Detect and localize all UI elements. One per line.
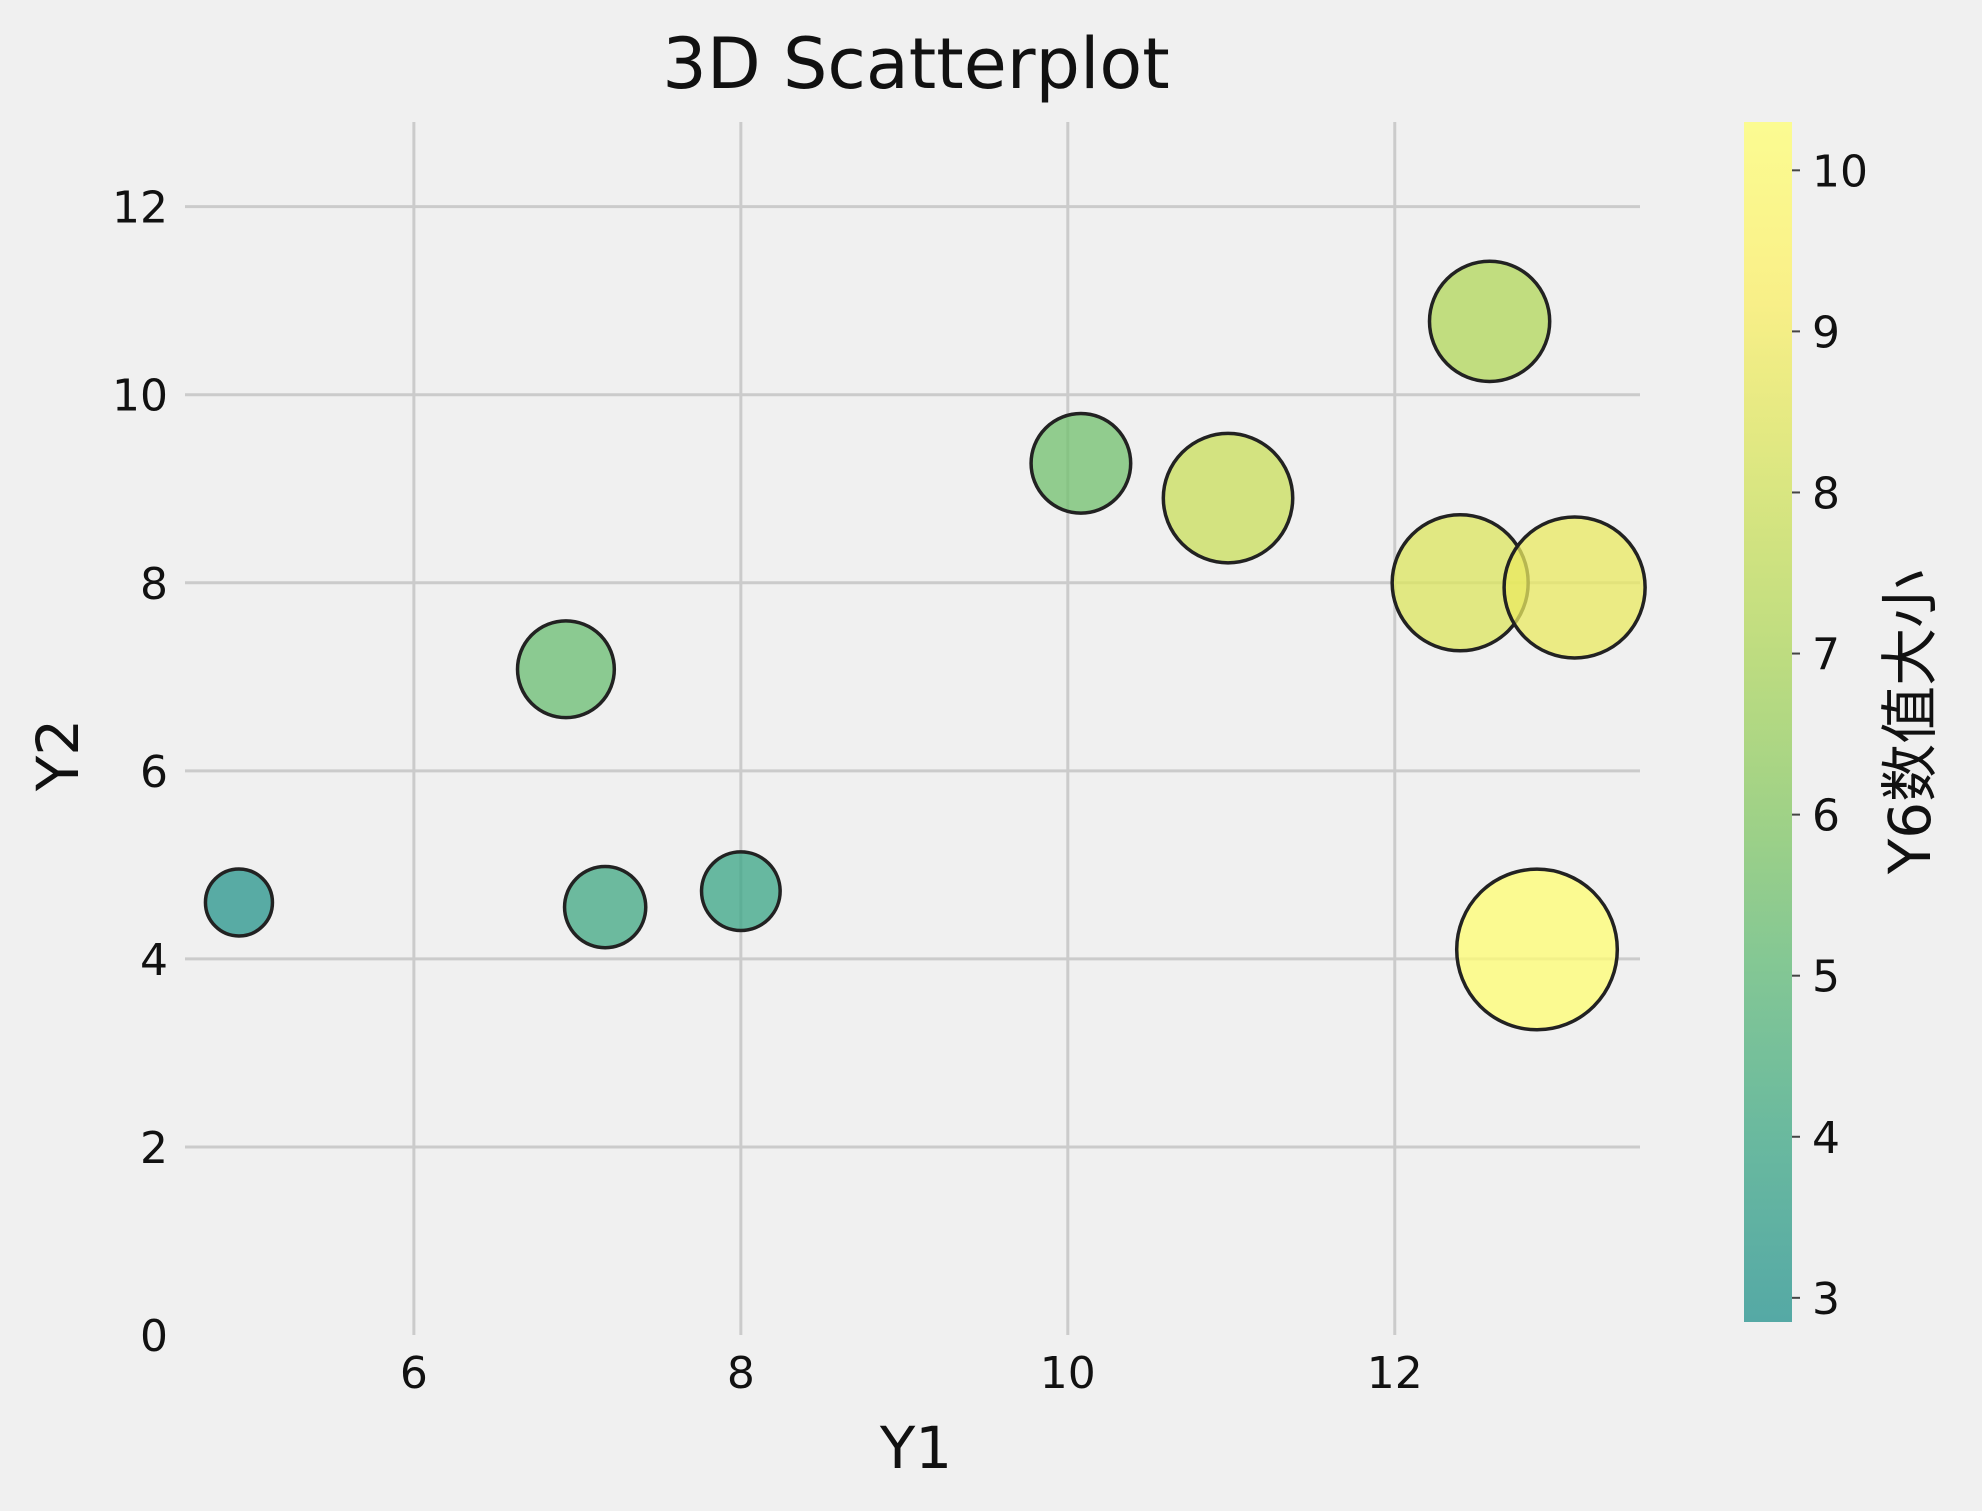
colorbar-tick-label: 5 <box>1812 952 1840 1003</box>
colorbar-tick-label: 6 <box>1812 791 1840 842</box>
x-axis-ticks: 6 8 10 12 <box>400 1348 1423 1399</box>
scatter-point-8 <box>1427 259 1552 384</box>
x-tick-label: 12 <box>1367 1348 1423 1399</box>
x-tick-label: 10 <box>1040 1348 1096 1399</box>
colorbar-tick-label: 7 <box>1812 630 1840 681</box>
y-tick-label: 4 <box>140 935 168 986</box>
y-tick-label: 12 <box>112 183 168 234</box>
y-axis-ticks: 0 2 4 6 8 10 12 <box>112 183 168 1362</box>
scatter-point-4 <box>699 850 782 933</box>
scatter-point-10 <box>1502 515 1647 660</box>
colorbar-tick-label: 3 <box>1812 1274 1840 1325</box>
colorbar-ticks: 3 4 5 6 7 8 9 10 <box>1792 146 1868 1325</box>
scatter-point-3 <box>562 864 648 950</box>
colorbar-label: Y6数值大小 <box>1876 570 1944 875</box>
y-axis-label: Y2 <box>24 719 92 792</box>
x-tick-label: 8 <box>727 1348 755 1399</box>
colorbar-tick-label: 10 <box>1812 146 1868 197</box>
y-tick-label: 6 <box>140 747 168 798</box>
colorbar-tick-label: 9 <box>1812 307 1840 358</box>
x-tick-label: 6 <box>400 1348 428 1399</box>
colorbar-tick-label: 8 <box>1812 468 1840 519</box>
y-tick-label: 8 <box>140 559 168 610</box>
scatter-point-9 <box>1454 867 1620 1032</box>
y-tick-label: 2 <box>140 1123 168 1174</box>
chart-title: 3D Scatterplot <box>662 23 1169 105</box>
y-tick-label: 10 <box>112 371 168 422</box>
scatter-point-5 <box>1029 411 1133 515</box>
colorbar <box>1744 122 1792 1322</box>
scatter-point-2 <box>515 619 617 720</box>
scatter-point-6 <box>1161 431 1295 565</box>
grid <box>185 122 1640 1335</box>
scatter-points <box>203 259 1647 1032</box>
x-axis-label: Y1 <box>879 1414 952 1482</box>
colorbar-tick-label: 4 <box>1812 1113 1840 1164</box>
y-tick-label: 0 <box>140 1311 168 1362</box>
scatter-point-1 <box>203 867 275 938</box>
